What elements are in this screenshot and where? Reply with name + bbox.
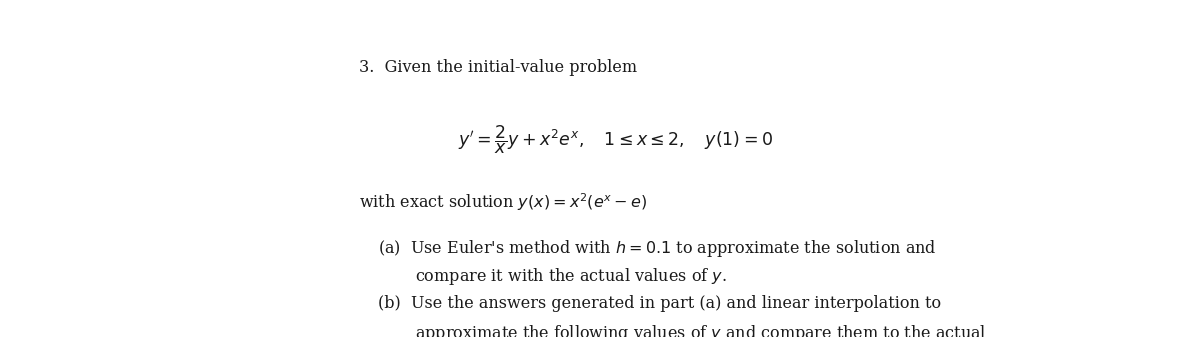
- Text: (a)  Use Euler's method with $h = 0.1$ to approximate the solution and: (a) Use Euler's method with $h = 0.1$ to…: [378, 238, 936, 259]
- Text: with exact solution $y(x) = x^2(e^x - e)$: with exact solution $y(x) = x^2(e^x - e)…: [359, 191, 647, 213]
- Text: approximate the following values of $y$ and compare them to the actual: approximate the following values of $y$ …: [415, 323, 986, 337]
- Text: (b)  Use the answers generated in part (a) and linear interpolation to: (b) Use the answers generated in part (a…: [378, 295, 941, 312]
- Text: $y' = \dfrac{2}{x}y + x^2e^x, \quad 1 \leq x \leq 2, \quad y(1) = 0$: $y' = \dfrac{2}{x}y + x^2e^x, \quad 1 \l…: [457, 123, 773, 156]
- Text: compare it with the actual values of $y$.: compare it with the actual values of $y$…: [415, 266, 727, 287]
- Text: 3.  Given the initial-value problem: 3. Given the initial-value problem: [359, 59, 637, 75]
